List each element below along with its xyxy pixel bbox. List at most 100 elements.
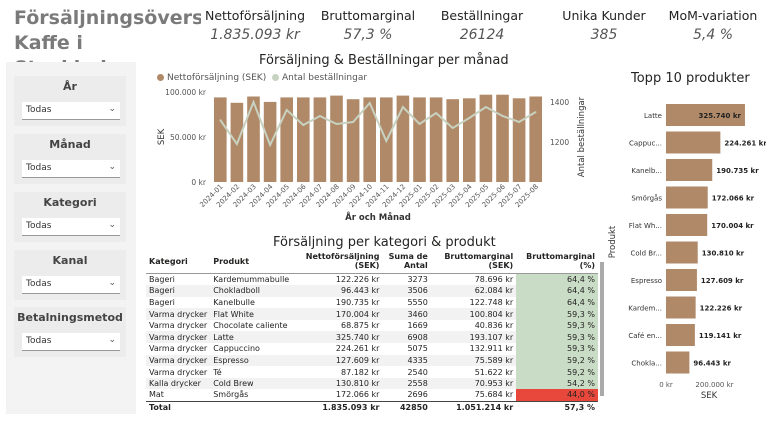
kpi-card-gross-margin[interactable]: Bruttomarginal 57,3 % <box>316 2 420 52</box>
bar-sales[interactable] <box>512 98 526 182</box>
point-orders[interactable] <box>319 115 321 117</box>
table-row[interactable]: Bageri Chokladboll 96.443 kr 3506 62.084 kr 6… <box>146 285 598 297</box>
table-cell: 70.953 kr <box>430 377 517 390</box>
table-header-cell[interactable]: Bruttomarginal (SEK) <box>430 249 517 274</box>
slicer-dropdown[interactable]: Todas ⌄ <box>22 333 120 351</box>
point-orders[interactable] <box>435 112 437 114</box>
top-products-chart[interactable]: Produkt Latte 325.740 kr Cappuc... 224.261 k… <box>606 92 766 412</box>
point-orders[interactable] <box>534 111 537 113</box>
table-row[interactable]: Bageri Kanelbulle 190.735 kr 5550 122.748 kr… <box>146 296 598 309</box>
table-row[interactable]: Varma drycker Flat White 170.004 kr 3460 100… <box>146 308 598 320</box>
monthly-combo-chart[interactable]: 0 kr 50.000 kr 100.000 kr 1200 1400 SEK Antal … <box>140 82 610 232</box>
slicer-dropdown[interactable]: Todas ⌄ <box>22 102 120 120</box>
kpi-card-unique-customers[interactable]: Unika Kunder 385 <box>552 2 656 52</box>
point-orders[interactable] <box>269 144 271 146</box>
table-cell: 64,4 % <box>516 296 598 309</box>
product-bar[interactable] <box>666 104 745 126</box>
bar-sales[interactable] <box>296 97 310 182</box>
table-cell: 2558 <box>382 377 431 390</box>
point-orders[interactable] <box>352 121 354 123</box>
product-bar[interactable] <box>666 241 698 264</box>
table-row[interactable]: Varma drycker Espresso 127.609 kr 4335 75.58… <box>146 354 598 367</box>
point-orders[interactable] <box>485 106 487 108</box>
point-orders[interactable] <box>285 109 288 111</box>
point-orders[interactable] <box>335 123 338 125</box>
point-orders[interactable] <box>219 119 222 121</box>
product-bar[interactable] <box>666 296 696 319</box>
table-row[interactable]: Mat Smörgås 172.066 kr 2696 75.684 kr 44,0 % <box>146 389 598 402</box>
bar-sales[interactable] <box>313 97 327 182</box>
bar-sales[interactable] <box>413 97 426 182</box>
table-row[interactable]: Varma drycker Latte 325.740 kr 6908 193.107 … <box>146 331 598 344</box>
product-bar[interactable] <box>666 131 721 154</box>
kpi-card-orders[interactable]: Beställningar 26124 <box>430 2 534 52</box>
category-product-table[interactable]: Kategori Produkt Nettoförsäljning (SEK) Sum… <box>146 249 604 414</box>
kpi-card-mom-variation[interactable]: MoM-variation 5,4 % <box>662 2 764 52</box>
report-title-line1: Försäljningsöversikt <box>14 7 232 29</box>
table-header-cell[interactable]: Nettoförsäljning (SEK) <box>292 249 383 274</box>
bar-sales[interactable] <box>330 95 343 182</box>
table-header-cell[interactable]: Suma de Antal <box>382 249 431 274</box>
point-orders[interactable] <box>402 106 404 108</box>
table-row[interactable]: Varma drycker Té 87.182 kr 2540 51.622 kr 59,… <box>146 366 598 378</box>
slicer-value: Todas <box>26 163 52 173</box>
point-orders[interactable] <box>501 115 504 117</box>
slicer-category: Kategori Todas ⌄ <box>14 192 126 242</box>
table-header-cell[interactable]: Bruttomarginal (%) <box>516 249 598 274</box>
table-total-row: Total 1.835.093 kr 42850 1.051.214 kr 57,3 % <box>146 400 598 413</box>
product-value-label: 130.810 kr <box>702 250 745 258</box>
bar-sales[interactable] <box>446 99 460 182</box>
product-value-label: 325.740 kr <box>699 112 742 120</box>
table-cell: 6908 <box>382 331 431 344</box>
table-header-cell[interactable]: Kategori <box>146 249 211 274</box>
legend-item-orders[interactable]: Antal beställningar <box>281 73 368 83</box>
chevron-down-icon: ⌄ <box>108 104 116 114</box>
slicer-dropdown[interactable]: Todas ⌄ <box>22 160 120 178</box>
line-orders[interactable] <box>219 99 537 148</box>
product-bar[interactable] <box>666 159 713 181</box>
point-orders[interactable] <box>302 124 305 126</box>
point-orders[interactable] <box>236 143 238 145</box>
table-cell: 127.609 kr <box>292 354 383 367</box>
table-row[interactable]: Varma drycker Cappuccino 224.261 kr 5075 132… <box>146 343 598 355</box>
bar-sales[interactable] <box>363 97 377 182</box>
product-bar[interactable] <box>666 269 697 291</box>
product-bar[interactable] <box>666 324 695 346</box>
point-orders[interactable] <box>468 117 471 119</box>
slicer-value: Todas <box>26 279 52 289</box>
point-orders[interactable] <box>518 121 520 123</box>
slicer-dropdown[interactable]: Todas ⌄ <box>22 218 120 236</box>
point-orders[interactable] <box>385 140 388 142</box>
table-cell: 75.589 kr <box>430 354 517 367</box>
bar-sales[interactable] <box>496 94 509 182</box>
table-row[interactable]: Varma drycker Chocolate caliente 68.875 kr… <box>146 319 598 332</box>
product-bar[interactable] <box>666 351 690 374</box>
bar-sales[interactable] <box>479 94 493 182</box>
point-orders[interactable] <box>368 102 371 104</box>
product-bar[interactable] <box>666 214 708 236</box>
table-header-cell[interactable]: Produkt <box>210 249 293 274</box>
bar-sales[interactable] <box>263 101 277 182</box>
kpi-card-net-sales[interactable]: Nettoförsäljning 1.835.093 kr <box>201 2 309 52</box>
bar-sales[interactable] <box>247 96 260 183</box>
bar-sales[interactable] <box>346 99 360 182</box>
table-cell: 96.443 kr <box>292 285 383 297</box>
point-orders[interactable] <box>418 123 421 125</box>
product-bar[interactable] <box>666 186 708 209</box>
table-row[interactable]: Bageri Kardemummabulle 122.226 kr 3273 78.69… <box>146 273 598 286</box>
table-cell: 44,0 % <box>516 389 598 402</box>
slicer-dropdown[interactable]: Todas ⌄ <box>22 276 120 294</box>
bar-sales[interactable] <box>429 97 443 182</box>
table-scrollbar[interactable] <box>600 262 604 396</box>
table-row[interactable]: Kalla drycker Cold Brew 130.810 kr 2558 70.9… <box>146 377 598 390</box>
table-total-cell <box>210 400 293 413</box>
point-orders[interactable] <box>252 101 255 103</box>
table-cell: 5075 <box>407 344 428 354</box>
point-orders[interactable] <box>451 127 454 129</box>
bar-sales[interactable] <box>529 96 543 183</box>
bar-sales[interactable] <box>462 98 476 182</box>
legend-item-sales[interactable]: Nettoförsäljning (SEK) <box>167 73 267 83</box>
table-cell: Kanelbulle <box>213 297 255 307</box>
bar-sales[interactable] <box>213 97 227 182</box>
bar-sales[interactable] <box>396 95 410 182</box>
